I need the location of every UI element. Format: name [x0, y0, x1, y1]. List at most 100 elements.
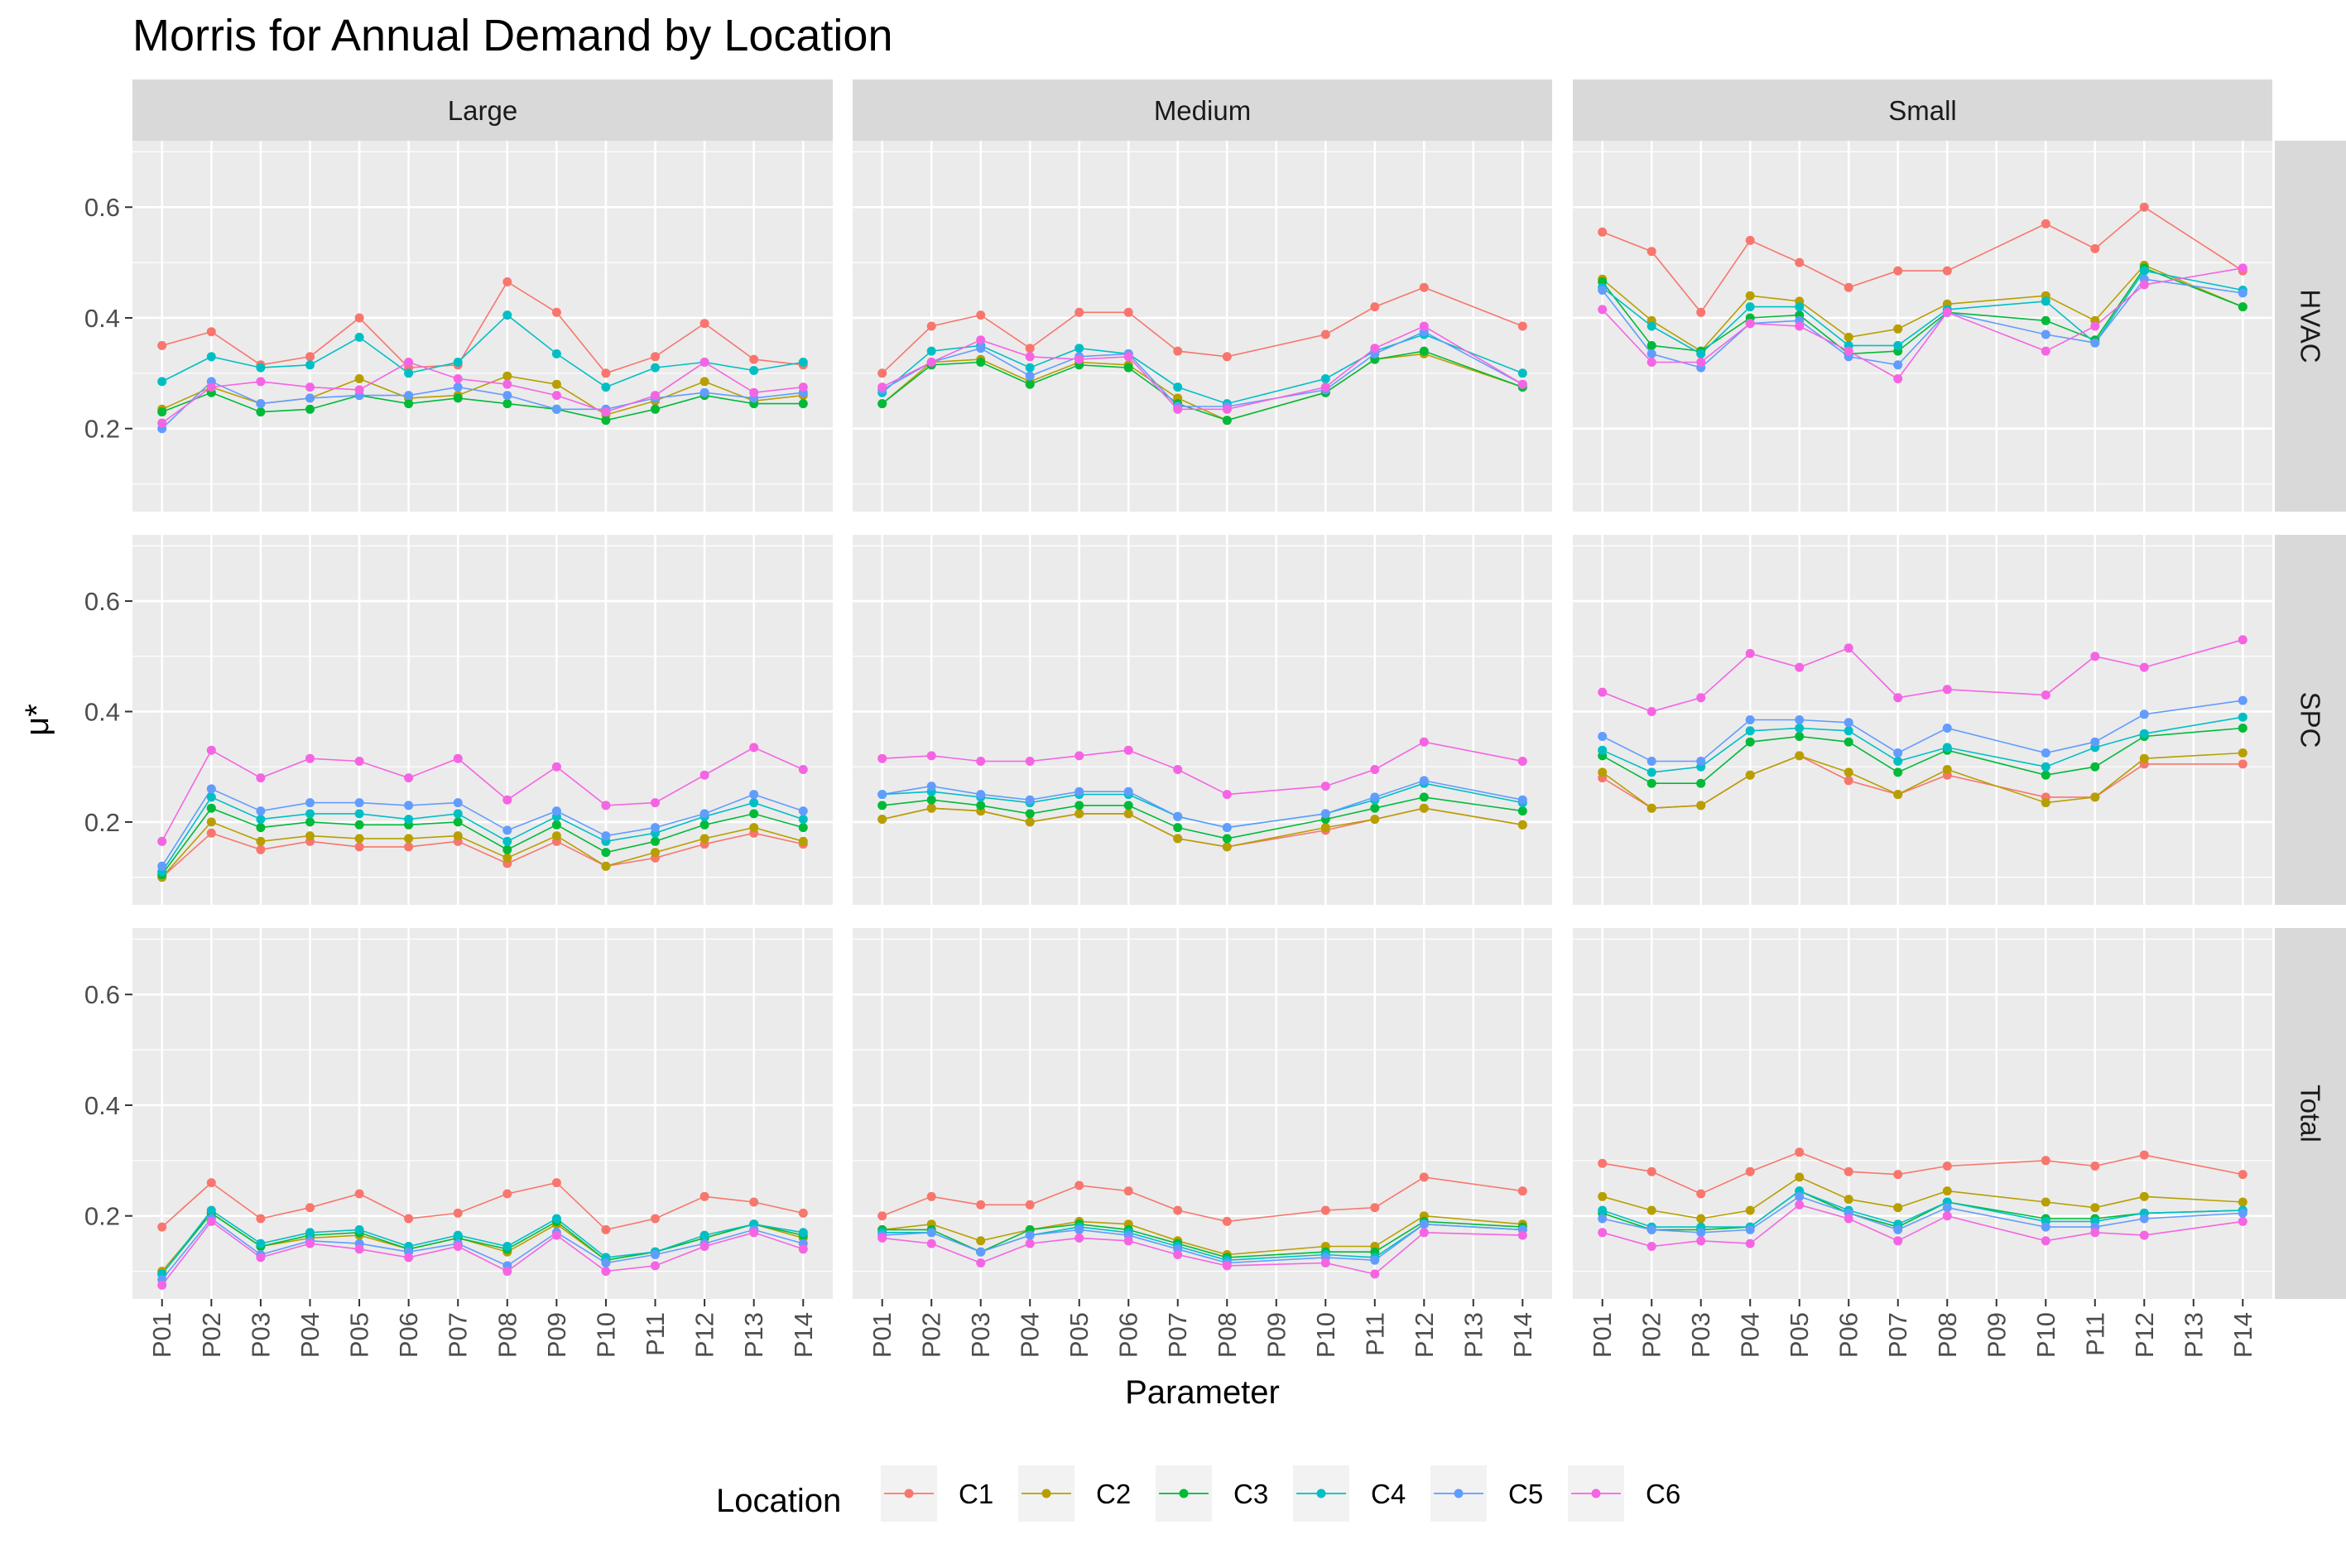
legend-key-point	[904, 1489, 914, 1498]
col-strip-label: Small	[1888, 95, 1957, 126]
legend-item-c6: C6	[1568, 1465, 1680, 1522]
data-point-c5	[798, 806, 808, 816]
data-point-c5	[1942, 1203, 1952, 1213]
data-point-c4	[256, 815, 266, 825]
data-point-c3	[305, 817, 315, 827]
series-line-c2	[1602, 1176, 2243, 1219]
data-point-c6	[877, 1233, 887, 1243]
panel-background	[132, 141, 833, 512]
data-point-c2	[354, 374, 364, 383]
data-point-c6	[1320, 1258, 1330, 1267]
series-line-c5	[1602, 700, 2243, 762]
data-point-c3	[749, 809, 759, 819]
y-tick-label: 0.4	[84, 1091, 120, 1120]
data-point-c2	[1696, 801, 1706, 810]
data-point-c6	[1074, 751, 1084, 761]
data-point-c6	[354, 1244, 364, 1254]
data-point-c6	[1745, 319, 1755, 329]
chart-title: Morris for Annual Demand by Location	[132, 11, 893, 60]
series-line-c1	[161, 281, 804, 374]
data-point-c1	[976, 1200, 986, 1210]
data-point-c3	[305, 404, 315, 414]
data-point-c4	[305, 360, 315, 370]
data-point-c6	[798, 1244, 808, 1254]
data-point-c4	[2238, 712, 2247, 722]
data-point-c2	[1893, 1203, 1903, 1213]
data-point-c5	[1419, 1219, 1429, 1229]
data-point-c5	[1320, 809, 1330, 819]
data-point-c4	[354, 1224, 364, 1234]
data-point-c2	[502, 853, 512, 863]
data-point-c1	[699, 319, 709, 329]
data-point-c5	[157, 861, 167, 871]
data-point-c2	[1517, 820, 1527, 830]
data-point-c1	[1173, 1205, 1183, 1215]
data-point-c2	[1320, 823, 1330, 833]
data-point-c5	[256, 399, 266, 409]
data-point-c3	[798, 399, 808, 409]
panel-background	[1573, 928, 2272, 1299]
row-strip-total	[2275, 928, 2346, 1299]
legend-item-c5: C5	[1430, 1465, 1543, 1522]
data-point-c1	[1844, 1166, 1853, 1176]
data-point-c6	[1320, 782, 1330, 791]
data-point-c2	[1844, 1195, 1853, 1205]
data-point-c6	[1844, 346, 1853, 356]
data-point-c1	[1696, 307, 1706, 317]
data-point-c6	[1745, 648, 1755, 658]
data-point-c2	[404, 834, 414, 844]
y-axis-title: μ*	[19, 704, 55, 736]
data-point-c6	[798, 382, 808, 392]
data-point-c2	[1844, 332, 1853, 342]
data-point-c3	[502, 844, 512, 854]
data-point-c4	[749, 366, 759, 375]
panel-background	[1573, 535, 2272, 905]
data-point-c6	[2139, 662, 2149, 672]
data-point-c6	[2090, 652, 2100, 661]
data-point-c5	[2238, 288, 2247, 298]
data-point-c1	[551, 307, 561, 317]
data-point-c2	[1893, 324, 1903, 334]
data-point-c2	[798, 836, 808, 846]
data-point-c6	[2238, 1216, 2247, 1226]
x-tick-label: P13	[1459, 1312, 1488, 1358]
data-point-c6	[305, 1239, 315, 1248]
panel-spc-small	[1573, 535, 2272, 905]
data-point-c1	[1123, 307, 1133, 317]
legend-item-c4: C4	[1293, 1465, 1406, 1522]
data-point-c3	[206, 803, 216, 813]
data-point-c5	[1745, 715, 1755, 724]
data-point-c5	[926, 1228, 936, 1238]
legend-title: Location	[716, 1483, 841, 1519]
data-point-c2	[1598, 767, 1608, 777]
data-point-c1	[1517, 1186, 1527, 1196]
panel-total-medium	[853, 928, 1552, 1299]
data-point-c4	[157, 377, 167, 387]
x-tick-label: P10	[1311, 1312, 1340, 1358]
data-point-c1	[206, 828, 216, 838]
data-point-c4	[1893, 340, 1903, 350]
data-point-c1	[2238, 759, 2247, 769]
series-line-c6	[882, 1231, 1523, 1275]
panel-background	[853, 535, 1552, 905]
data-point-c2	[1844, 767, 1853, 777]
x-tick-label: P04	[296, 1312, 324, 1358]
data-point-c3	[926, 795, 936, 805]
data-point-c4	[1647, 767, 1656, 777]
data-point-c5	[1074, 1224, 1084, 1234]
data-point-c1	[926, 1191, 936, 1201]
data-point-c6	[1598, 687, 1608, 697]
data-point-c1	[157, 340, 167, 350]
data-point-c1	[1419, 1172, 1429, 1182]
data-point-c6	[256, 1253, 266, 1263]
data-point-c1	[699, 1191, 709, 1201]
data-point-c2	[2139, 1191, 2149, 1201]
data-point-c4	[1173, 382, 1183, 392]
data-point-c6	[1222, 404, 1232, 414]
series-line-c2	[1602, 264, 2243, 353]
data-point-c6	[1173, 1250, 1183, 1259]
data-point-c6	[1025, 352, 1035, 362]
data-point-c3	[1222, 416, 1232, 426]
data-point-c6	[651, 1261, 660, 1271]
data-point-c3	[2090, 762, 2100, 772]
